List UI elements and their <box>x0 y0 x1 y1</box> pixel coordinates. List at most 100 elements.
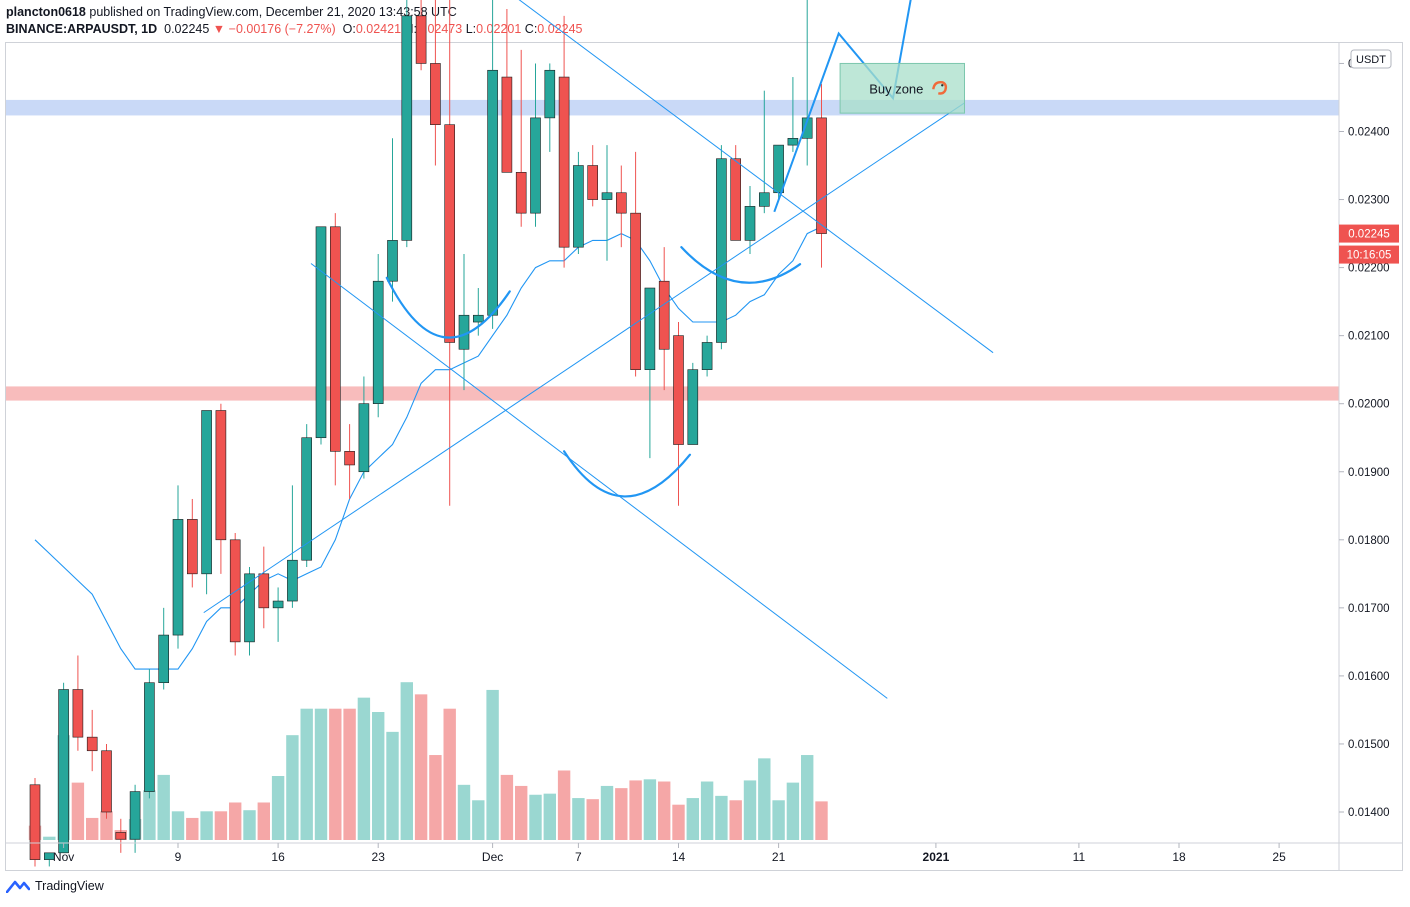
candle[interactable] <box>86 709 98 772</box>
symbol-label[interactable]: BINANCE:ARPAUSDT, 1D <box>6 22 158 36</box>
candle[interactable] <box>816 83 827 268</box>
trend-line[interactable] <box>408 0 994 354</box>
resistance-zone[interactable] <box>6 99 1339 116</box>
candle[interactable] <box>515 49 527 227</box>
candle[interactable] <box>573 151 584 254</box>
rounding-bottom-arc[interactable] <box>563 450 692 498</box>
candle[interactable] <box>129 784 141 853</box>
candle[interactable] <box>801 0 813 166</box>
candle[interactable] <box>701 335 713 377</box>
candle[interactable] <box>344 424 355 499</box>
candle-body <box>544 69 556 119</box>
volume-bar <box>672 804 685 840</box>
time-tick-label: 21 <box>772 850 786 864</box>
rounding-bottom-arc[interactable] <box>385 276 511 339</box>
candle[interactable] <box>501 9 513 173</box>
candle[interactable] <box>401 0 413 248</box>
volume-bar <box>801 755 814 840</box>
candle[interactable] <box>758 90 770 214</box>
price-tick-label: 0.02400 <box>1348 127 1390 139</box>
candle[interactable] <box>530 63 541 227</box>
candle-body <box>687 369 699 445</box>
candle[interactable] <box>430 0 441 166</box>
candle[interactable] <box>587 145 599 207</box>
tradingview-footer[interactable]: TradingView <box>6 879 104 893</box>
volume-bar <box>157 774 170 840</box>
volume-bar <box>457 784 471 840</box>
candle[interactable] <box>329 213 341 486</box>
candle[interactable] <box>687 362 699 445</box>
price-tick-label: 0.02600 <box>1348 0 1390 2</box>
price-axis[interactable]: 0.01400 0.01500 0.01600 0.01700 0.01800 0.019… <box>1339 0 1390 819</box>
candle[interactable] <box>43 852 55 867</box>
candle[interactable] <box>630 151 641 377</box>
volume-bar <box>443 708 456 840</box>
candle[interactable] <box>72 655 84 751</box>
candle[interactable] <box>244 567 255 656</box>
buy-zone-annotation[interactable]: Buy zone <box>839 62 966 114</box>
volume-bar <box>400 682 413 840</box>
trend-line[interactable] <box>203 102 965 614</box>
candle[interactable] <box>601 145 613 261</box>
candle[interactable] <box>444 0 456 506</box>
candle[interactable] <box>258 546 270 629</box>
candle[interactable] <box>387 138 398 302</box>
candle-body <box>773 144 784 194</box>
candle[interactable] <box>315 226 327 445</box>
candle[interactable] <box>201 410 212 595</box>
rounding-bottom-arc[interactable] <box>680 246 802 284</box>
candle[interactable] <box>229 532 241 656</box>
candle[interactable] <box>101 743 112 819</box>
candle[interactable] <box>544 63 556 152</box>
last-price: 0.02245 <box>164 22 210 36</box>
support-zone[interactable] <box>6 386 1339 401</box>
volume-bar <box>686 798 699 840</box>
candle[interactable] <box>287 485 298 608</box>
time-tick-label: 14 <box>672 850 686 864</box>
candle-body <box>115 832 127 840</box>
candle[interactable] <box>29 777 41 867</box>
volume-bar <box>229 802 242 840</box>
candle-body <box>472 314 484 323</box>
volume-bar <box>372 712 385 840</box>
candle[interactable] <box>272 587 284 642</box>
buy-zone-box[interactable] <box>839 62 966 114</box>
candle[interactable] <box>372 253 384 418</box>
candle[interactable] <box>215 403 227 574</box>
candle[interactable] <box>716 145 727 350</box>
volume-bar <box>257 802 270 840</box>
candle[interactable] <box>415 0 427 71</box>
candle[interactable] <box>673 322 684 506</box>
candle[interactable] <box>658 247 670 391</box>
trend-line[interactable] <box>310 263 888 699</box>
candle[interactable] <box>115 818 127 853</box>
candle[interactable] <box>615 165 627 248</box>
volume-bar <box>414 694 428 840</box>
candle[interactable] <box>487 0 498 329</box>
candle[interactable] <box>144 669 155 799</box>
candle[interactable] <box>458 253 470 391</box>
volume-bar <box>200 811 213 840</box>
candle-body <box>573 165 584 248</box>
published-text: published on TradingView.com, December 2… <box>89 5 457 19</box>
candle[interactable] <box>644 287 656 459</box>
candle[interactable] <box>187 498 198 588</box>
candle[interactable] <box>158 607 169 690</box>
candle[interactable] <box>358 376 370 479</box>
candle[interactable] <box>787 77 799 152</box>
candle-body <box>415 15 427 64</box>
time-axis[interactable]: Nov 9 16 23 Dec 7 14 21 2021 11 18 25 <box>53 843 1286 864</box>
candle[interactable] <box>744 185 756 254</box>
bar-countdown: 10:16:05 <box>1347 250 1392 262</box>
price-tick-label: 0.01800 <box>1348 535 1390 547</box>
candle[interactable] <box>730 145 742 241</box>
candle[interactable] <box>58 682 69 854</box>
time-tick-label: 23 <box>372 850 386 864</box>
time-tick-label: Nov <box>53 850 74 864</box>
publisher-name[interactable]: plancton0618 <box>6 5 86 19</box>
currency-badge[interactable]: USDT <box>1350 49 1392 69</box>
candle[interactable] <box>172 485 184 649</box>
volume-bar <box>357 697 371 840</box>
candle[interactable] <box>558 15 570 268</box>
